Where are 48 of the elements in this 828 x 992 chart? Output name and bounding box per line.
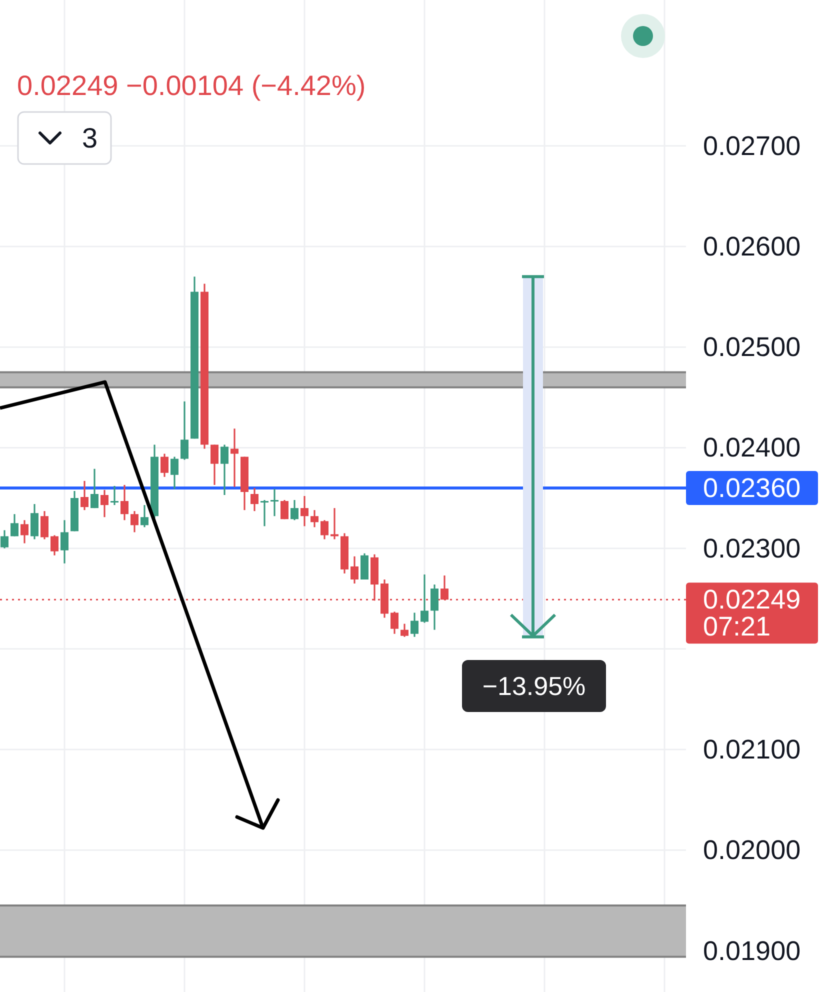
candlestick [250,487,258,512]
candlestick [210,444,218,486]
candlestick [230,428,238,488]
candlestick [60,519,68,564]
candlestick [140,504,148,528]
candlestick [290,499,298,521]
y-tick-label: 0.02400 [703,432,801,463]
candlestick [50,534,58,556]
candlestick [270,488,278,517]
annotation: 3 [82,122,98,154]
candlestick [130,510,138,534]
y-tick-label: 0.02100 [703,734,801,765]
candlestick [10,513,18,538]
y-tick-label: 0.02000 [703,835,801,866]
candlestick [30,503,38,540]
candlestick [20,519,28,544]
candlestick [160,452,168,478]
candlestick [220,444,228,496]
candlestick [110,485,118,506]
candlestick [300,495,308,527]
y-tick-label: 0.02300 [703,533,801,564]
candlestick [180,400,188,461]
y-tick-label: 0.02600 [703,231,801,262]
candlestick [0,529,8,550]
text: 0.02249 −0.00104 (−4.42%) [17,70,366,101]
candlestick [420,574,428,624]
candlestick [350,556,358,584]
annotation: −13.95% [482,671,586,701]
y-tick-label: 0.01900 [703,936,801,966]
candlestick [40,510,48,540]
ref-line-label: 0.02249 07:21 [703,584,801,642]
candlestick [390,610,398,635]
candlestick [100,489,108,518]
ref-line-label: 0.02360 [703,472,801,503]
candlestick [80,480,88,511]
candlestick [320,519,328,540]
y-tick-label: 0.02700 [703,130,801,161]
y-tick-label: 0.02500 [703,332,801,362]
candlestick [260,499,268,527]
candlestick [310,509,318,528]
candlestick [410,612,418,638]
candlestick [430,584,438,631]
candlestick [280,499,288,520]
candlestick [330,507,338,540]
candlestick [170,456,178,490]
candlestick [90,468,98,509]
candlestick [120,484,128,521]
candlestick [400,622,408,638]
